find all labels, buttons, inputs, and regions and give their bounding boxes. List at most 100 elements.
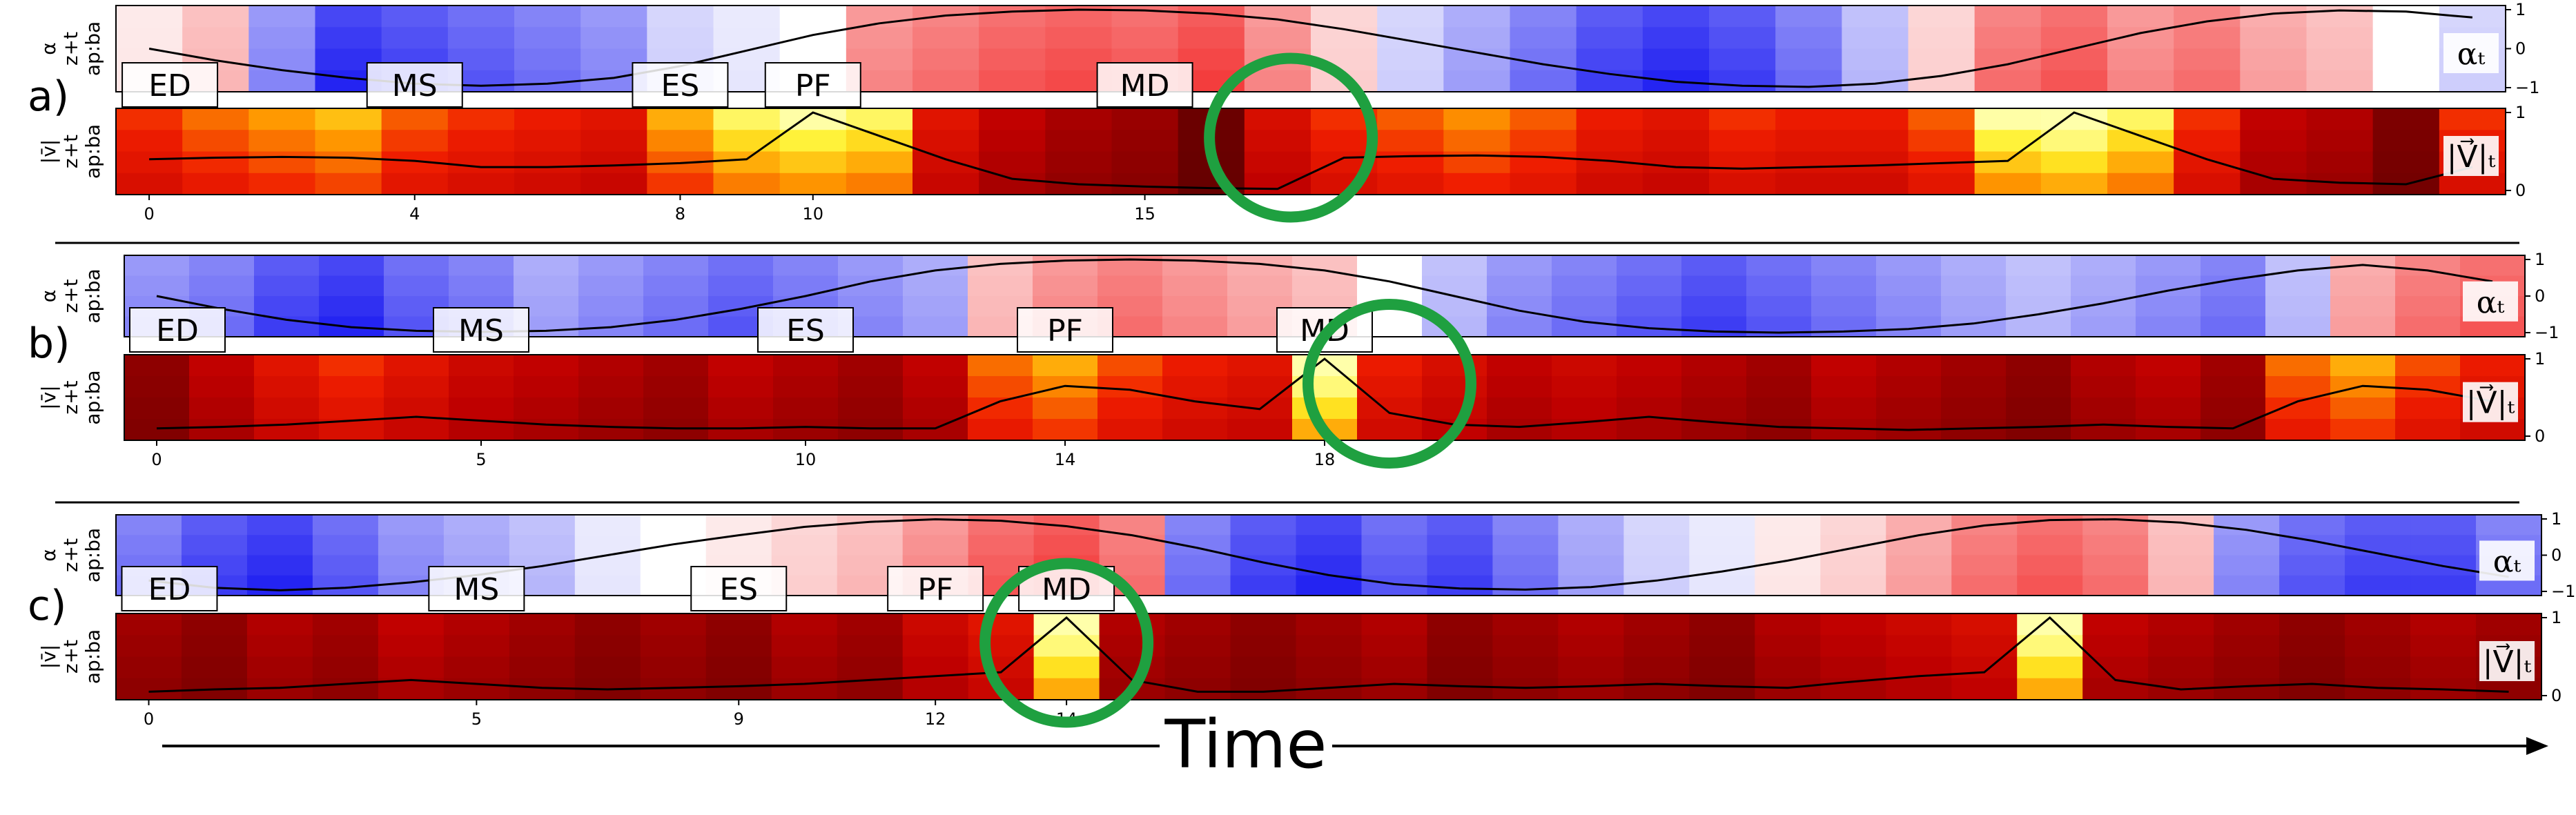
alpha-cell (1617, 296, 1682, 317)
alpha-cell (1642, 6, 1710, 28)
alpha-cell (384, 255, 449, 277)
alpha-cell (514, 275, 579, 297)
velocity-cell (1746, 397, 1812, 420)
velocity-cell (1709, 151, 1776, 174)
alpha-cell (1033, 535, 1100, 556)
velocity-cell (773, 397, 839, 420)
velocity-cell (514, 151, 581, 174)
alpha-cell (315, 27, 382, 50)
velocity-cell (1097, 397, 1163, 420)
alpha-cell (2306, 27, 2374, 50)
velocity-cell (1244, 151, 1311, 174)
velocity-cell (1876, 376, 1942, 398)
alpha-cell (902, 535, 969, 556)
velocity-cell (846, 130, 913, 153)
alpha-cell (449, 255, 514, 277)
alpha-cell (1164, 555, 1231, 576)
highlight-circle (1302, 299, 1476, 469)
velocity-cell (116, 678, 182, 700)
velocity-cell (2136, 376, 2201, 398)
velocity-cell (1244, 130, 1311, 153)
phase-label-ed: ED (156, 313, 199, 348)
alpha-cell (2476, 515, 2542, 536)
velocity-cell (1045, 108, 1113, 130)
velocity-cell (578, 397, 644, 420)
alpha-cell (1178, 27, 1245, 50)
phase-label-pf: PF (1047, 313, 1083, 348)
velocity-row: 1 0 |v̄| z+t ap:ba |V⃗|ₜ (37, 608, 2562, 705)
alpha-cell (979, 70, 1046, 92)
velocity-cell (384, 397, 449, 420)
velocity-cell (2395, 355, 2461, 377)
velocity-cell (1097, 419, 1163, 441)
velocity-cell (2017, 656, 2083, 679)
velocity-cell (968, 355, 1033, 377)
xtick-label: 10 (795, 450, 817, 469)
velocity-cell (1111, 151, 1179, 174)
velocity-cell (2017, 635, 2083, 658)
alpha-ylabel-line: ap:ba (81, 528, 104, 582)
alpha-cell (2306, 6, 2374, 28)
phase-label-es: ES (719, 572, 758, 607)
alpha-cell (837, 535, 904, 556)
velocity-cell (1427, 635, 1494, 658)
alpha-cell (838, 255, 904, 277)
alpha-cell (1941, 275, 2007, 297)
phase-box-ed (129, 307, 226, 353)
alpha-cell (1689, 515, 1755, 536)
alpha-cell (1886, 575, 1952, 596)
alpha-cell (640, 515, 707, 536)
alpha-cell (913, 70, 979, 92)
alpha-cell (2395, 275, 2461, 297)
velocity-cell (1244, 173, 1311, 195)
phase-label-md: MD (1042, 572, 1091, 607)
velocity-cell (1492, 635, 1559, 658)
xtick-label: 14 (1055, 450, 1076, 469)
velocity-cell (1162, 376, 1228, 398)
alpha-ytick-label: −1 (2515, 78, 2539, 97)
velocity-cell (1227, 355, 1293, 377)
alpha-cell (2136, 255, 2201, 277)
velocity-cell (968, 376, 1033, 398)
alpha-cell (1811, 316, 1877, 337)
alpha-cell (2279, 515, 2345, 536)
alpha-ytick-label: 0 (2515, 39, 2526, 59)
velocity-cell (1492, 656, 1559, 679)
alpha-cell (903, 296, 968, 317)
velocity-cell (189, 355, 255, 377)
alpha-cell (2148, 535, 2214, 556)
velocity-cell (2279, 656, 2345, 679)
alpha-cell (1689, 555, 1755, 576)
velocity-cell (708, 376, 774, 398)
alpha-cell (246, 515, 313, 536)
velocity-cell (2476, 678, 2542, 700)
alpha-cell (1292, 255, 1358, 277)
velocity-cell (1033, 656, 1100, 679)
velocity-cell (2460, 355, 2526, 377)
alpha-cell (1377, 48, 1444, 71)
alpha-cell (979, 48, 1046, 71)
alpha-cell (1552, 296, 1617, 317)
velocity-cell (116, 656, 182, 679)
alpha-cell (2174, 70, 2241, 92)
alpha-cell (1552, 275, 1617, 297)
alpha-cell (647, 27, 714, 50)
velocity-cell (1487, 397, 1552, 420)
alpha-cell (1443, 6, 1511, 28)
alpha-cell (1951, 555, 2018, 576)
alpha-cell (2240, 70, 2307, 92)
velocity-cell (1775, 108, 1842, 130)
alpha-cell (1296, 555, 1363, 576)
velocity-cell (1755, 656, 1821, 679)
velocity-cell (378, 613, 445, 636)
velocity-cell (1427, 678, 1494, 700)
phase-label-ms: MS (458, 313, 504, 348)
velocity-cell (248, 151, 316, 174)
velocity-cell (1033, 635, 1100, 658)
alpha-cell (913, 27, 979, 50)
alpha-cell (1755, 515, 1821, 536)
velocity-cell (443, 613, 510, 636)
alpha-cell (1974, 6, 2042, 28)
velocity-cell (1487, 419, 1552, 441)
